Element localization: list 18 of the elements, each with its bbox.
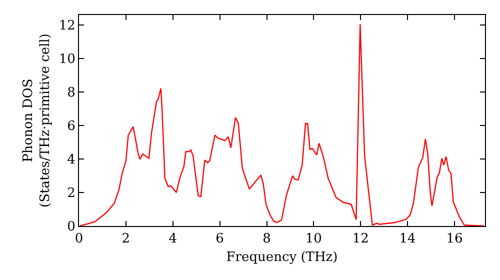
y-tick-label: 6 bbox=[67, 119, 76, 134]
y-tick-label: 10 bbox=[58, 52, 76, 68]
line-series bbox=[79, 24, 485, 226]
x-tick-label: 2 bbox=[122, 232, 130, 247]
y-tick-label: 8 bbox=[67, 86, 76, 101]
y-tick-label: 12 bbox=[58, 18, 76, 34]
y-tick-label: 2 bbox=[67, 186, 76, 202]
x-tick-label: 14 bbox=[399, 232, 416, 247]
x-tick-label: 16 bbox=[446, 232, 463, 247]
x-tick-label: 6 bbox=[216, 232, 224, 247]
y-tick-label: 0 bbox=[67, 220, 76, 235]
x-tick-label: 10 bbox=[305, 232, 322, 247]
x-axis-title: Frequency (THz) bbox=[226, 250, 338, 266]
y-axis-title: Phonon DOS (States/THz·primitive cell) bbox=[20, 33, 53, 208]
x-tick-label: 4 bbox=[168, 232, 178, 247]
x-tick-label: 12 bbox=[352, 232, 369, 247]
x-tick-label: 8 bbox=[262, 232, 271, 247]
y-tick-label: 4 bbox=[67, 152, 76, 168]
